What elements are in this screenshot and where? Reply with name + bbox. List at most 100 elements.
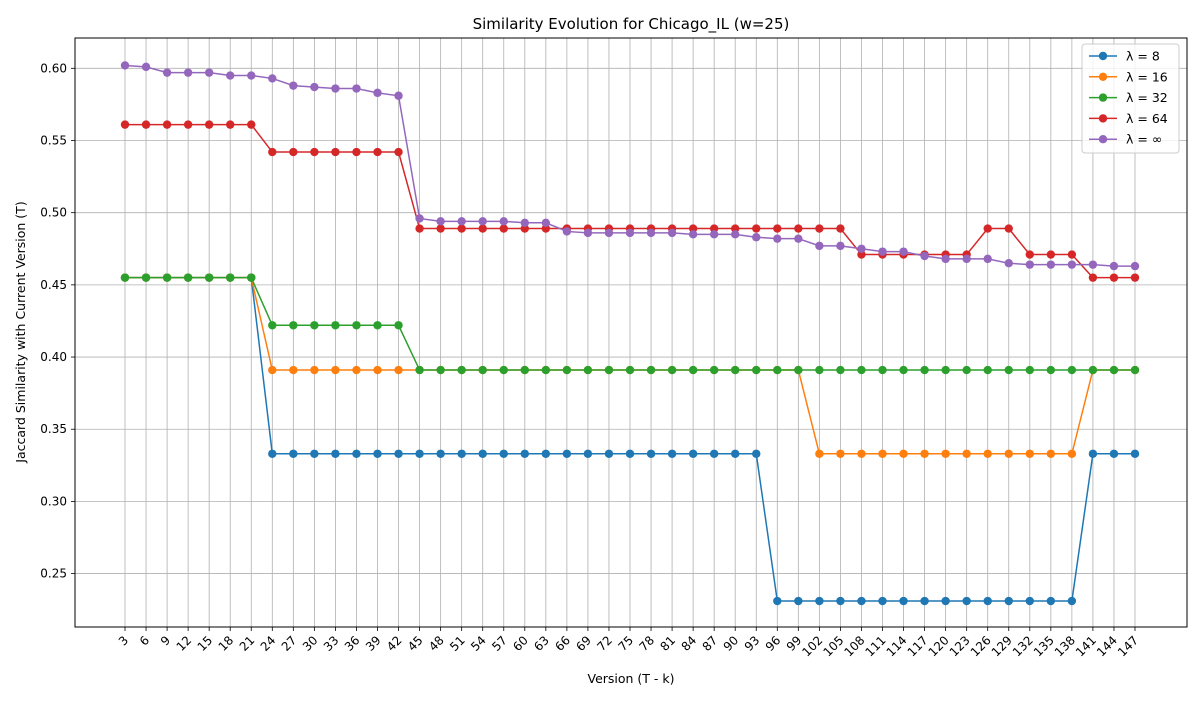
grid xyxy=(75,38,1187,627)
data-point xyxy=(1109,365,1119,375)
y-tick-label: 0.45 xyxy=(40,278,67,292)
data-point xyxy=(310,321,319,330)
data-point xyxy=(920,365,929,375)
data-point xyxy=(352,147,361,157)
y-axis-ticks: 0.25 0.30 0.35 0.40 0.45 0.50 0.55 0.60 xyxy=(40,61,75,581)
data-point xyxy=(415,214,424,223)
data-point xyxy=(1088,273,1098,282)
data-point xyxy=(331,321,340,330)
data-point xyxy=(268,74,277,83)
data-point xyxy=(268,365,277,375)
data-point xyxy=(604,228,614,238)
data-point xyxy=(394,365,403,375)
legend-item: λ = 16 xyxy=(1089,69,1168,84)
data-point xyxy=(794,596,803,606)
data-point xyxy=(794,365,803,375)
data-point xyxy=(836,224,845,233)
data-point xyxy=(857,244,866,253)
data-point xyxy=(815,449,824,458)
data-point xyxy=(773,234,782,243)
data-point xyxy=(541,224,551,233)
data-point xyxy=(941,596,950,606)
data-point xyxy=(226,71,235,80)
data-point xyxy=(899,449,908,458)
data-point xyxy=(752,365,761,375)
data-point xyxy=(1130,273,1140,282)
data-point xyxy=(667,449,677,458)
data-point xyxy=(983,365,992,375)
data-point xyxy=(773,224,782,233)
data-point xyxy=(1025,260,1034,269)
data-point xyxy=(562,227,572,236)
data-point xyxy=(1004,365,1013,375)
data-point xyxy=(1046,250,1056,259)
data-point xyxy=(331,365,340,375)
legend-marker xyxy=(1098,93,1108,102)
legend-marker xyxy=(1098,114,1108,123)
data-point xyxy=(604,449,614,458)
data-point xyxy=(709,230,719,239)
data-point xyxy=(667,365,677,375)
data-point xyxy=(983,254,992,264)
legend-label: λ = ∞ xyxy=(1126,132,1162,147)
data-point xyxy=(247,120,256,129)
data-point xyxy=(625,449,635,458)
data-point xyxy=(836,449,845,458)
data-point xyxy=(478,217,487,226)
data-point xyxy=(226,120,235,129)
data-point xyxy=(857,596,866,606)
data-point xyxy=(731,224,740,233)
data-point xyxy=(352,449,361,458)
data-point xyxy=(646,365,656,375)
data-point xyxy=(457,449,466,458)
data-point xyxy=(247,273,256,282)
data-point xyxy=(709,365,719,375)
data-point xyxy=(1046,260,1056,269)
data-point xyxy=(773,596,782,606)
data-point xyxy=(646,449,656,458)
data-point xyxy=(204,273,214,282)
series-layer xyxy=(120,61,1140,606)
data-point xyxy=(247,71,256,80)
data-point xyxy=(204,120,214,129)
data-point xyxy=(1130,449,1140,458)
legend-marker xyxy=(1098,72,1108,82)
data-point xyxy=(836,241,845,251)
data-point xyxy=(162,68,172,77)
data-point xyxy=(415,224,424,233)
data-point xyxy=(941,449,950,458)
data-point xyxy=(878,596,887,606)
y-tick-label: 0.55 xyxy=(40,133,67,147)
data-point xyxy=(836,596,845,606)
data-point xyxy=(394,91,403,100)
legend: λ = 8 λ = 16 λ = 32 λ = 64 λ = ∞ xyxy=(1081,43,1180,154)
data-point xyxy=(1130,365,1140,375)
data-point xyxy=(120,120,130,129)
data-point xyxy=(373,147,382,157)
data-point xyxy=(1046,449,1056,458)
y-tick-label: 0.50 xyxy=(40,206,67,220)
data-point xyxy=(289,321,298,330)
data-point xyxy=(1004,596,1013,606)
data-point xyxy=(1109,273,1119,282)
data-point xyxy=(794,234,803,243)
data-point xyxy=(878,365,887,375)
series-3 xyxy=(120,273,1140,375)
data-point xyxy=(436,224,445,233)
y-tick-label: 0.25 xyxy=(40,567,67,581)
legend-item: λ = 32 xyxy=(1089,90,1168,105)
chart-title: Similarity Evolution for Chicago_IL (w=2… xyxy=(473,15,790,34)
data-point xyxy=(983,596,992,606)
data-point xyxy=(289,147,298,157)
data-point xyxy=(583,228,593,238)
data-point xyxy=(562,365,572,375)
data-point xyxy=(1088,449,1098,458)
data-point xyxy=(289,449,298,458)
data-point xyxy=(688,449,698,458)
data-point xyxy=(1109,449,1119,458)
legend-item: λ = 8 xyxy=(1089,49,1160,64)
data-point xyxy=(499,217,508,226)
data-point xyxy=(310,82,319,92)
legend-label: λ = 32 xyxy=(1126,90,1168,105)
